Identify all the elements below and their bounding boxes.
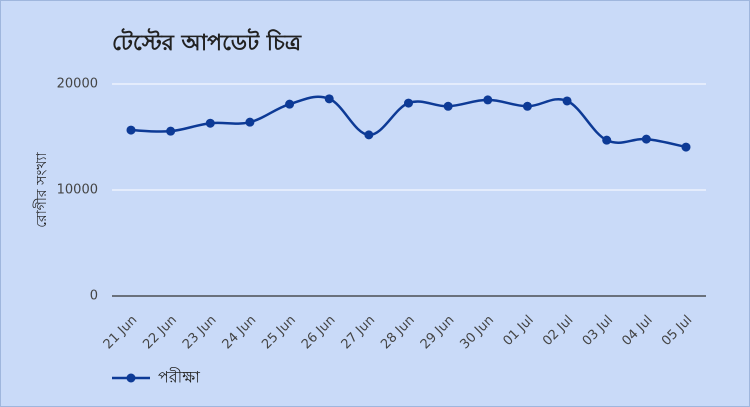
data-point [364,130,374,140]
data-point [166,126,176,136]
data-point [205,118,215,128]
data-point [641,134,651,144]
data-point [522,101,532,111]
data-point [681,142,691,152]
data-point [404,98,413,108]
data-point [483,95,493,105]
y-axis-label: রোগীর সংখ্যা [33,151,50,227]
data-point [562,96,572,106]
data-point [285,99,295,109]
data-point [126,125,136,135]
y-tick-label: 20000 [57,77,98,92]
chart-title: টেস্টের আপডেট চিত্র [112,28,302,56]
y-tick-label: 0 [90,289,98,304]
data-point [245,117,255,127]
y-tick-label: 10000 [57,183,98,198]
legend-marker [126,373,136,383]
data-point [602,135,612,145]
data-point [443,101,453,111]
data-point [324,94,334,104]
legend-label: পরীক্ষা [158,368,200,387]
